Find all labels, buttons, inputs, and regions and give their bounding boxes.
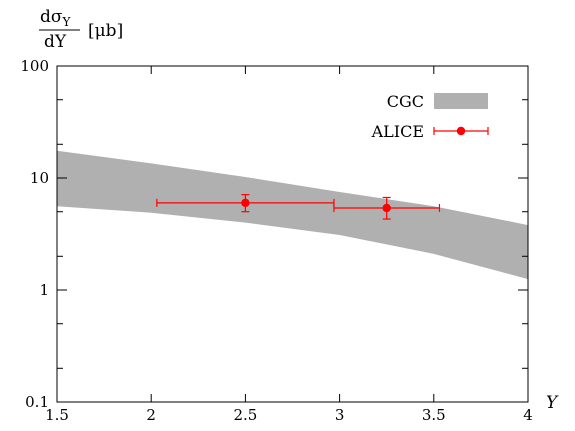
x-tick-label: 3	[335, 406, 345, 424]
alice-data-point	[156, 194, 335, 213]
x-axis-label: Y	[546, 393, 559, 413]
legend: CGC ALICE	[371, 92, 489, 141]
y-tick-label: 0.1	[25, 393, 49, 411]
x-tick-label: 2	[146, 406, 156, 424]
y-tick-label: 1	[39, 281, 49, 299]
y-tick-label: 10	[30, 169, 49, 187]
legend-label-cgc: CGC	[387, 92, 424, 111]
legend-swatch-alice	[433, 126, 489, 136]
legend-label-alice: ALICE	[371, 122, 424, 141]
plot-frame	[56, 65, 529, 403]
legend-swatch-cgc	[434, 93, 488, 109]
y-axis-label-unit: [μb]	[88, 21, 123, 41]
alice-data-layer	[156, 194, 441, 220]
y-tick-label: 100	[20, 57, 49, 75]
x-ticks: 1.5 2 2.5 3 3.5 4	[45, 66, 533, 424]
cgc-band-layer	[57, 150, 528, 280]
y-ticks: 0.1 1 10 100	[20, 57, 528, 411]
legend-alice-marker	[456, 126, 466, 136]
x-tick-label: 1.5	[45, 406, 69, 424]
x-tick-label: 4	[523, 406, 533, 424]
alice-data-point	[333, 196, 441, 220]
alice-marker	[382, 203, 391, 213]
x-tick-label: 2.5	[233, 406, 257, 424]
cgc-band	[57, 150, 528, 280]
y-axis-label: dσΥ dY [μb]	[39, 7, 123, 52]
alice-marker	[241, 198, 250, 208]
y-axis-label-denominator: dY	[44, 32, 67, 52]
y-axis-label-numerator: dσΥ	[40, 7, 72, 29]
x-tick-label: 3.5	[422, 406, 446, 424]
